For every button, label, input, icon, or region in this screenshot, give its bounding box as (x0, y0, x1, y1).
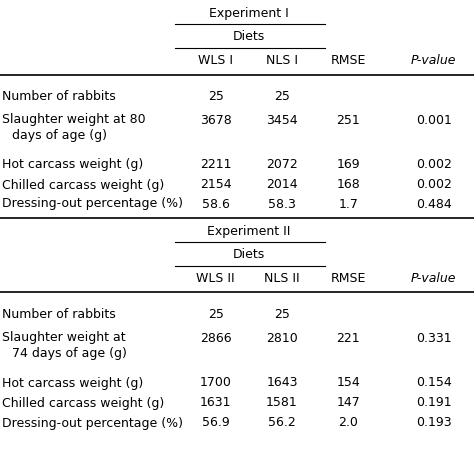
Text: Experiment II: Experiment II (207, 225, 291, 237)
Text: NLS II: NLS II (264, 271, 300, 284)
Text: Number of rabbits: Number of rabbits (2, 90, 116, 104)
Text: 25: 25 (208, 309, 224, 322)
Text: Experiment I: Experiment I (209, 8, 289, 21)
Text: 1700: 1700 (200, 376, 232, 390)
Text: 2154: 2154 (200, 179, 231, 192)
Text: 169: 169 (337, 159, 360, 171)
Text: 25: 25 (208, 90, 224, 104)
Text: 58.3: 58.3 (268, 197, 296, 211)
Text: 1643: 1643 (266, 376, 298, 390)
Text: 221: 221 (337, 332, 360, 344)
Text: 56.2: 56.2 (268, 416, 296, 430)
Text: 74 days of age (g): 74 days of age (g) (12, 348, 127, 360)
Text: RMSE: RMSE (331, 271, 366, 284)
Text: 2810: 2810 (266, 332, 298, 344)
Text: 1631: 1631 (200, 397, 231, 409)
Text: 0.154: 0.154 (416, 376, 452, 390)
Text: Dressing-out percentage (%): Dressing-out percentage (%) (2, 416, 183, 430)
Text: 0.002: 0.002 (416, 179, 452, 192)
Text: 2211: 2211 (200, 159, 231, 171)
Text: 2.0: 2.0 (338, 416, 358, 430)
Text: Diets: Diets (233, 247, 265, 260)
Text: 1581: 1581 (266, 397, 298, 409)
Text: Diets: Diets (233, 30, 265, 42)
Text: P-value: P-value (411, 271, 456, 284)
Text: 168: 168 (337, 179, 360, 192)
Text: Hot carcass weight (g): Hot carcass weight (g) (2, 159, 144, 171)
Text: Dressing-out percentage (%): Dressing-out percentage (%) (2, 197, 183, 211)
Text: 0.484: 0.484 (416, 197, 452, 211)
Text: 2014: 2014 (266, 179, 298, 192)
Text: 3678: 3678 (200, 114, 231, 127)
Text: Chilled carcass weight (g): Chilled carcass weight (g) (2, 179, 164, 192)
Text: 0.191: 0.191 (416, 397, 452, 409)
Text: Hot carcass weight (g): Hot carcass weight (g) (2, 376, 144, 390)
Text: WLS I: WLS I (198, 55, 233, 67)
Text: 1.7: 1.7 (338, 197, 358, 211)
Text: 2866: 2866 (200, 332, 231, 344)
Text: NLS I: NLS I (266, 55, 298, 67)
Text: P-value: P-value (411, 55, 456, 67)
Text: 2072: 2072 (266, 159, 298, 171)
Text: 251: 251 (337, 114, 360, 127)
Text: 147: 147 (337, 397, 360, 409)
Text: Chilled carcass weight (g): Chilled carcass weight (g) (2, 397, 164, 409)
Text: days of age (g): days of age (g) (12, 130, 107, 143)
Text: RMSE: RMSE (331, 55, 366, 67)
Text: 25: 25 (274, 90, 290, 104)
Text: Slaughter weight at: Slaughter weight at (2, 332, 126, 344)
Text: 58.6: 58.6 (202, 197, 229, 211)
Text: WLS II: WLS II (196, 271, 235, 284)
Text: 0.193: 0.193 (416, 416, 452, 430)
Text: 154: 154 (337, 376, 360, 390)
Text: 0.001: 0.001 (416, 114, 452, 127)
Text: 0.331: 0.331 (416, 332, 452, 344)
Text: 3454: 3454 (266, 114, 298, 127)
Text: Number of rabbits: Number of rabbits (2, 309, 116, 322)
Text: 25: 25 (274, 309, 290, 322)
Text: 0.002: 0.002 (416, 159, 452, 171)
Text: Slaughter weight at 80: Slaughter weight at 80 (2, 114, 146, 127)
Text: 56.9: 56.9 (202, 416, 229, 430)
